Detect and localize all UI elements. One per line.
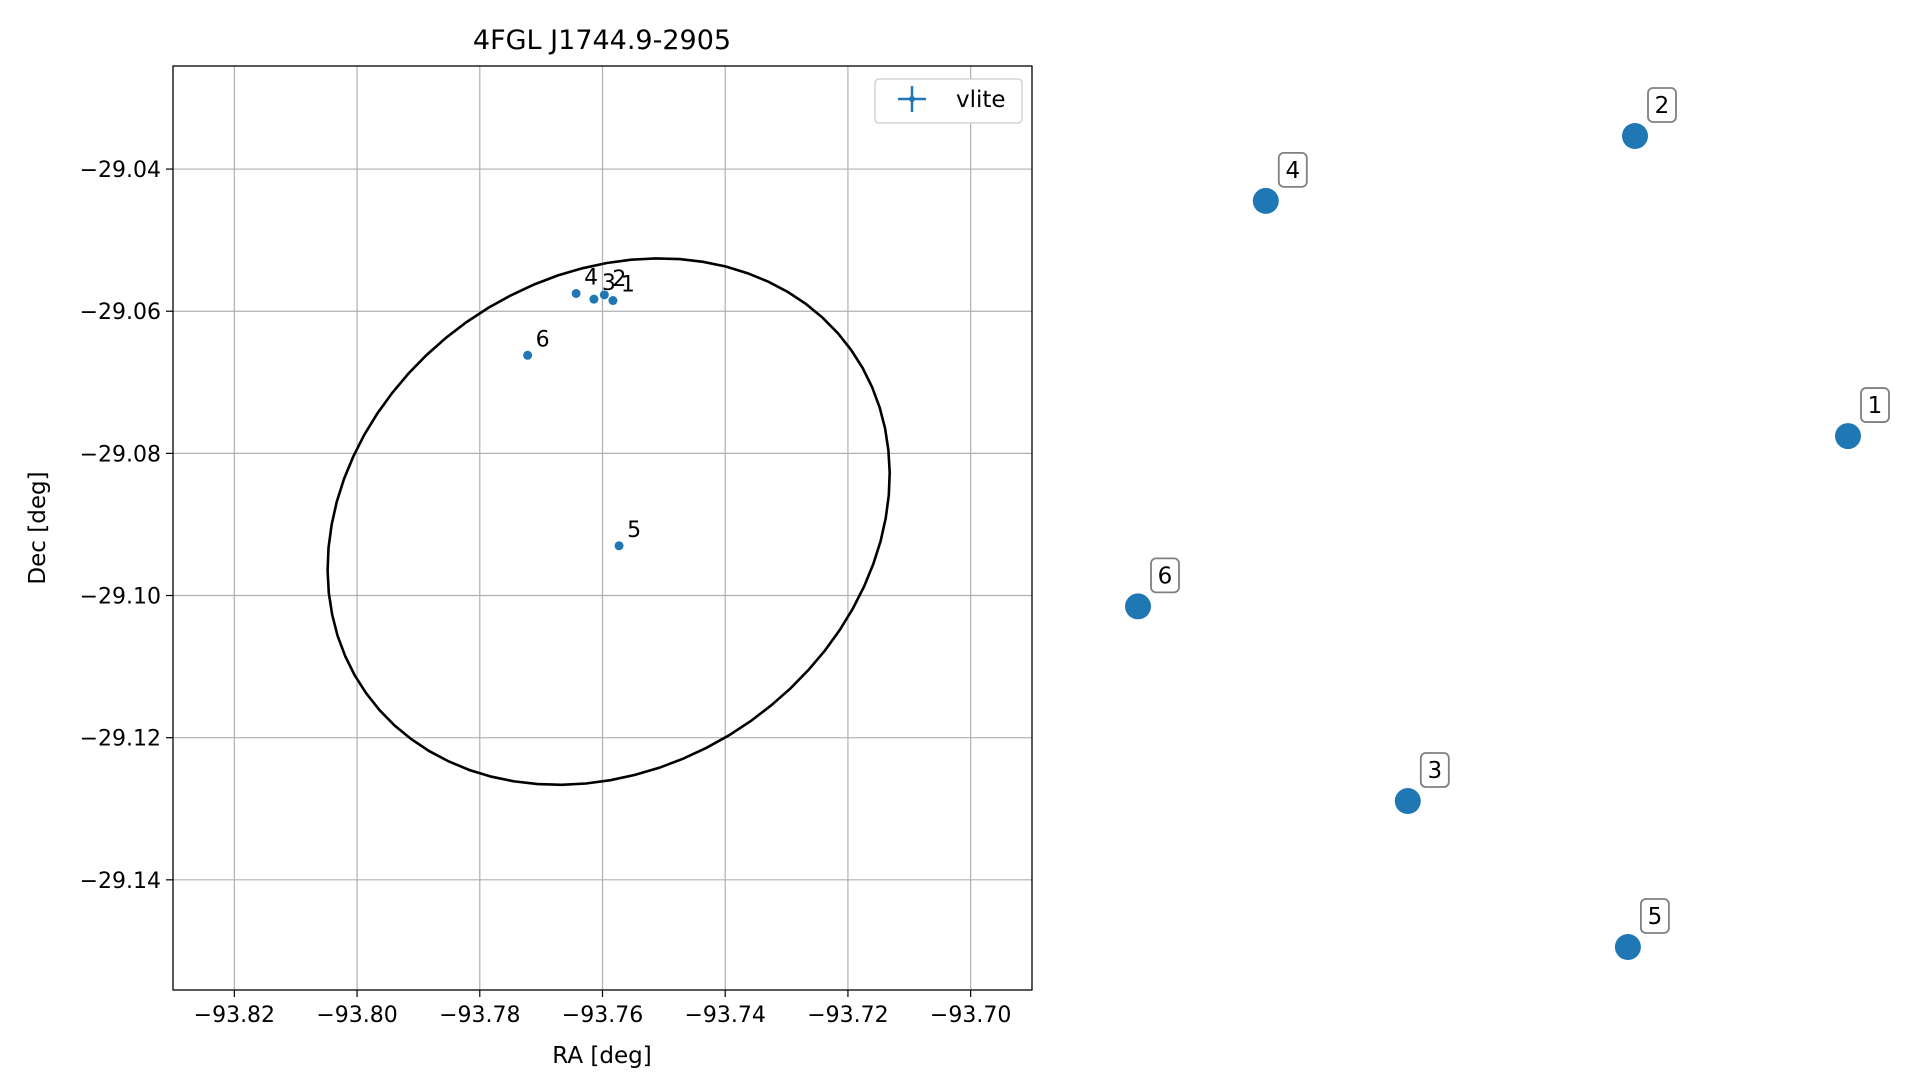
x-tick-label: −93.78: [439, 1003, 520, 1028]
source-point-2: [599, 290, 609, 300]
layout-point-5: [1614, 934, 1641, 960]
layout-label-box: [1419, 752, 1450, 788]
x-tick-label: −93.80: [316, 1003, 397, 1028]
legend: vlite: [874, 78, 1023, 124]
layout-point-1: [1835, 423, 1861, 450]
layout-label-6: 6: [1158, 563, 1173, 589]
label-layout-panel: 1 2 3 4 5 6: [1125, 87, 1890, 960]
layout-label-3: 3: [1427, 758, 1442, 784]
layout-point-2: [1622, 123, 1648, 149]
source-label-3: 3: [602, 271, 616, 296]
y-tick-label: −29.14: [80, 869, 161, 894]
layout-point-4: [1252, 187, 1279, 214]
y-tick-label: −29.12: [80, 727, 161, 752]
error-ellipse-layer: [326, 257, 892, 787]
source-point-6: [523, 350, 533, 360]
layout-point-3: [1394, 788, 1421, 815]
layout-label-box: [1860, 387, 1890, 423]
x-tick-label: −93.70: [930, 1003, 1011, 1028]
error-ellipse: [326, 257, 892, 787]
layout-label-5: 5: [1648, 904, 1663, 930]
source-point-4: [571, 288, 581, 298]
legend-marker-icon: [898, 86, 926, 112]
chart-title: 4FGL J1744.9-2905: [473, 25, 731, 56]
layout-point-6: [1125, 593, 1151, 620]
source-point-3: [589, 294, 599, 304]
y-tick-label: −29.04: [80, 158, 161, 183]
grid-lines: [173, 66, 1032, 990]
y-tick-label: −29.06: [80, 300, 161, 325]
layout-label-1: 1: [1868, 393, 1883, 419]
source-point-1: [608, 296, 618, 306]
y-axis-label: Dec [deg]: [25, 471, 51, 584]
layout-label-box: [1640, 898, 1670, 934]
x-tick-label: −93.72: [807, 1003, 888, 1028]
source-label-2: 2: [612, 267, 626, 292]
source-label-6: 6: [536, 327, 550, 352]
source-label-1: 1: [621, 273, 635, 298]
layout-label-4: 4: [1285, 158, 1300, 184]
y-tick-label: −29.08: [80, 442, 161, 467]
source-label-4: 4: [584, 265, 598, 290]
layout-label-2: 2: [1655, 93, 1670, 119]
layout-label-box: [1647, 87, 1677, 123]
y-tick-label: −29.10: [80, 585, 161, 610]
x-axis-ticks: −93.82 −93.80 −93.78 −93.76 −93.74 −93.72 −93.…: [194, 990, 1011, 1028]
x-tick-label: −93.76: [562, 1003, 643, 1028]
x-tick-label: −93.74: [685, 1003, 766, 1028]
y-axis-ticks: −29.04 −29.06 −29.08 −29.10 −29.12 −29.14: [80, 158, 173, 894]
legend-entry-label: vlite: [956, 87, 1006, 113]
source-label-5: 5: [627, 518, 641, 543]
source-points-layer: [523, 288, 624, 551]
x-tick-label: −93.82: [194, 1003, 275, 1028]
layout-label-box: [1150, 557, 1180, 594]
layout-label-box: [1277, 151, 1308, 188]
source-point-5: [614, 541, 624, 551]
x-axis-label: RA [deg]: [552, 1043, 651, 1069]
